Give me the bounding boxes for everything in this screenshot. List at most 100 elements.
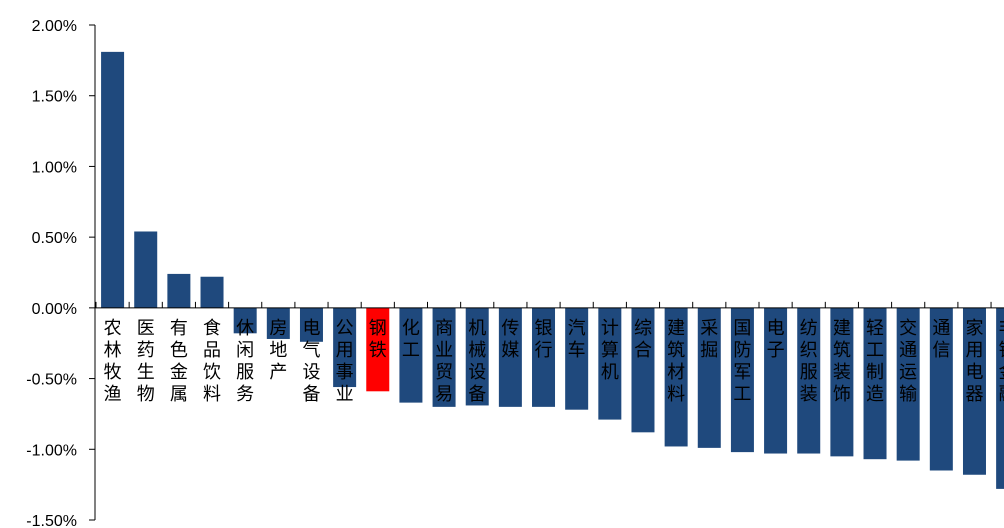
category-label: 通信: [932, 318, 950, 361]
category-label: 建筑装饰: [833, 318, 851, 405]
axes-group: [89, 24, 1004, 521]
bars-group: [101, 51, 1004, 489]
category-char: 融: [999, 384, 1004, 405]
category-label: 纺织服装: [800, 318, 818, 405]
category-char: 用: [965, 340, 983, 361]
category-char: 工: [866, 340, 884, 361]
category-char: 色: [170, 340, 188, 361]
category-char: 交: [899, 318, 917, 339]
category-label: 汽车: [568, 318, 586, 361]
category-char: 钢: [369, 318, 387, 339]
bar-15: [565, 307, 589, 410]
category-label: 有色金属: [170, 318, 188, 405]
bar-16: [598, 307, 622, 420]
category-char: 媒: [501, 340, 519, 361]
category-char: 气: [302, 340, 320, 361]
category-char: 事: [336, 362, 354, 383]
category-label: 电子: [767, 318, 785, 361]
bar-1: [101, 51, 125, 308]
category-label: 计算机: [601, 318, 619, 383]
category-char: 休: [236, 318, 254, 339]
category-char: 银: [535, 318, 553, 339]
category-char: 电: [767, 318, 785, 339]
category-char: 务: [236, 384, 254, 405]
category-char: 公: [336, 318, 354, 339]
category-char: 品: [203, 340, 221, 361]
category-char: 工: [402, 340, 420, 361]
category-char: 军: [733, 362, 751, 383]
bar-11: [432, 307, 456, 407]
category-char: 用: [336, 340, 354, 361]
category-label: 食品饮料: [203, 318, 221, 405]
bar-27: [962, 307, 986, 475]
category-char: 器: [965, 384, 983, 405]
category-char: 筑: [833, 340, 851, 361]
category-label: 轻工制造: [866, 318, 884, 405]
category-char: 械: [468, 340, 486, 361]
category-char: 装: [800, 384, 818, 405]
category-char: 饮: [203, 362, 221, 383]
category-char: 工: [733, 384, 751, 405]
bar-25: [896, 307, 920, 461]
y-tick-labels: 2.00% 1.50% 1.00% 0.50% 0.00% -0.50% -1.00% -1.…: [26, 18, 77, 528]
category-char: 设: [302, 362, 320, 383]
bar-6: [266, 307, 290, 339]
y-tick-label: -1.00%: [26, 442, 77, 459]
category-char: 易: [435, 384, 453, 405]
category-char: 属: [170, 384, 188, 405]
category-char: 牧: [104, 362, 122, 383]
category-char: 建: [667, 318, 685, 339]
category-char: 传: [501, 318, 519, 339]
category-char: 家: [965, 318, 983, 339]
category-label: 采掘: [700, 318, 718, 361]
bar-12: [465, 307, 489, 406]
category-char: 计: [601, 318, 619, 339]
category-char: 电: [302, 318, 320, 339]
category-char: 车: [568, 340, 586, 361]
bar-22: [797, 307, 821, 454]
category-label: 交通运输: [899, 318, 917, 405]
category-labels: 农林牧渔医药生物有色金属食品饮料休闲服务房地产电气设备公用事业钢铁化工商业贸易机…: [104, 318, 1004, 405]
bar-9: [366, 307, 390, 392]
category-char: 制: [866, 362, 884, 383]
category-char: 化: [402, 318, 420, 339]
category-char: 织: [800, 340, 818, 361]
category-label: 国防军工: [733, 318, 751, 405]
category-char: 机: [468, 318, 486, 339]
category-label: 机械设备: [468, 318, 486, 405]
y-tick-label: 2.00%: [32, 18, 77, 35]
category-char: 医: [137, 318, 155, 339]
bar-21: [764, 307, 788, 454]
category-char: 金: [170, 362, 188, 383]
category-char: 国: [733, 318, 751, 339]
category-char: 地: [269, 340, 287, 361]
category-char: 商: [435, 318, 453, 339]
bar-4: [200, 276, 224, 308]
category-char: 业: [336, 384, 354, 405]
bar-26: [929, 307, 953, 471]
category-char: 掘: [700, 340, 718, 361]
bar-5: [233, 307, 257, 334]
category-char: 防: [733, 340, 751, 361]
bar-2: [134, 231, 158, 308]
category-label: 公用事业: [336, 318, 354, 405]
category-char: 非: [999, 318, 1004, 339]
category-char: 装: [833, 362, 851, 383]
category-label: 医药生物: [137, 318, 155, 405]
bar-28: [996, 307, 1004, 489]
category-char: 物: [137, 384, 155, 405]
category-label: 钢铁: [369, 318, 387, 361]
bar-20: [730, 307, 754, 453]
category-char: 筑: [667, 340, 685, 361]
category-char: 建: [833, 318, 851, 339]
category-char: 通: [932, 318, 950, 339]
category-label: 建筑材料: [667, 318, 685, 405]
category-char: 服: [236, 362, 254, 383]
category-char: 材: [667, 362, 685, 383]
category-char: 饰: [833, 384, 851, 405]
y-tick-label: -0.50%: [26, 372, 77, 389]
category-char: 汽: [568, 318, 586, 339]
category-label: 银行: [535, 318, 553, 361]
bar-19: [697, 307, 721, 448]
